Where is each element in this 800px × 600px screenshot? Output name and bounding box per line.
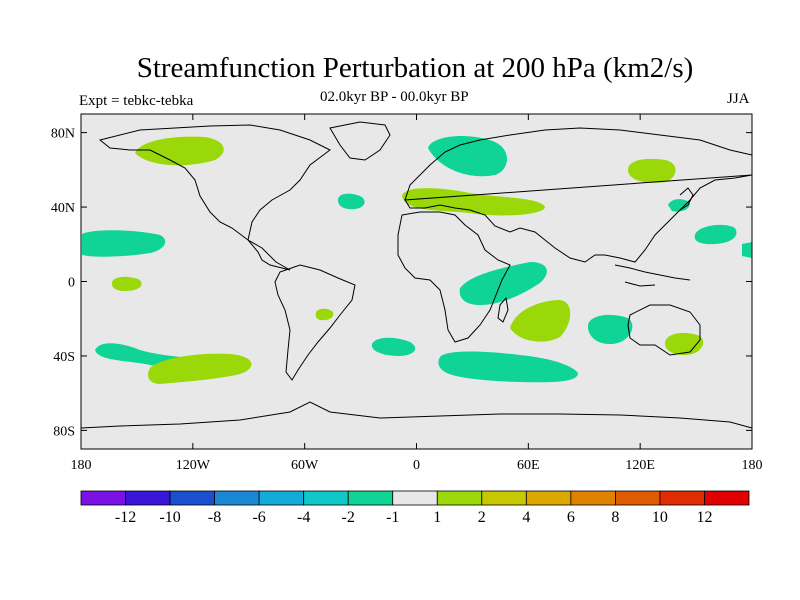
colorbar-label: -12 [115,509,136,526]
anomaly-positive-australia-east [664,332,704,355]
colorbar-swatch [80,490,126,506]
anomaly-negative-far-east [742,242,752,258]
anomaly-positive-europe-asia [402,188,545,216]
coast-south-america [274,264,356,381]
coast-greenland [329,121,391,161]
lon-tick-label: 180 [71,458,92,473]
anomaly-positive-south-atlantic-small [315,308,334,321]
colorbar-swatch [258,490,305,506]
colorbar-label: -2 [342,509,355,526]
colorbar-label: 1 [433,509,441,526]
lat-tick-label: 80N [51,127,75,142]
lon-tick-label: 120E [625,458,655,473]
anomaly-positive-central-asia [628,158,676,183]
coastlines [80,121,753,429]
lon-tick-label: 60W [291,458,319,473]
colorbar-label: 2 [478,509,486,526]
lon-tick-label: 180 [742,458,763,473]
anomaly-negative-japan [668,199,690,212]
colorbar-label: -1 [386,509,399,526]
colorbar-label: -8 [208,509,221,526]
lon-tick-label: 0 [413,458,420,473]
colorbar-label: 6 [567,509,575,526]
anomaly-negative-east-pacific [82,230,166,257]
colorbar-label: -6 [252,509,265,526]
colorbar-label: -10 [159,509,180,526]
anomaly-negative-southern-indian [438,351,578,383]
lat-tick-label: 80S [53,424,75,439]
anomaly-negative-australia-west [587,314,633,345]
colorbar-swatch [303,490,349,506]
season-label: JJA [727,91,750,107]
anomaly-positive-south-indian [510,300,571,342]
lat-tick-label: 0 [68,276,75,291]
anomaly-positive-south-pacific [148,353,252,384]
coast-japan [679,187,694,211]
anomaly-negative-africa-indian [459,262,547,305]
lat-tick-label: 40N [51,201,75,216]
colorbar [80,490,750,506]
coast-australia [627,304,701,356]
map-title: Streamfunction Perturbation at 200 hPa (… [136,52,694,84]
coast-africa [397,211,511,343]
anomaly-negative-south-atlantic [371,337,416,356]
colorbar-label: 10 [652,509,668,526]
colorbar-swatch [347,490,394,506]
experiment-label: Expt = tebkc-tebka [79,93,194,109]
colorbar-swatch [704,490,750,506]
colorbar-swatch [125,490,171,506]
colorbar-swatch [481,490,527,506]
colorbar-swatch [659,490,705,506]
anomaly-positive-north-atlantic [135,136,224,166]
axis-ticks [80,114,753,449]
colorbar-swatch [615,490,661,506]
colorbar-swatch [214,490,260,506]
anomaly-regions [82,136,752,384]
colorbar-swatch [525,490,572,506]
anomaly-positive-tropical-pacific [111,276,142,291]
colorbar-swatch [392,490,438,506]
anomaly-negative-north-pacific [694,224,737,245]
colorbar-swatch [570,490,616,506]
coast-indonesia [614,264,691,287]
colorbar-swatch [436,490,483,506]
colorbar-label: 8 [611,509,619,526]
coast-antarctica [80,401,753,429]
lon-tick-label: 120W [176,458,211,473]
colorbar-labels: -12 -10 -8 -6 -4 -2 -1 1 2 4 6 8 10 12 [115,509,713,526]
colorbar-label: 12 [696,509,712,526]
anomaly-negative-north-europe [428,136,508,177]
coast-north-america [98,124,331,271]
colorbar-swatch [169,490,215,506]
coast-madagascar [497,296,509,323]
anomaly-negative-atlantic-small [338,193,365,210]
coast-europe-asia [404,127,753,263]
lat-tick-label: 40S [53,350,75,365]
lon-tick-label: 60E [517,458,540,473]
axis-labels: 80N 40N 0 40S 80S 180 120W 60W 0 60E 120E 180 [51,127,763,473]
colorbar-label: 4 [522,509,530,526]
period-label: 02.0kyr BP - 00.0kyr BP [320,89,469,105]
colorbar-label: -4 [297,509,310,526]
